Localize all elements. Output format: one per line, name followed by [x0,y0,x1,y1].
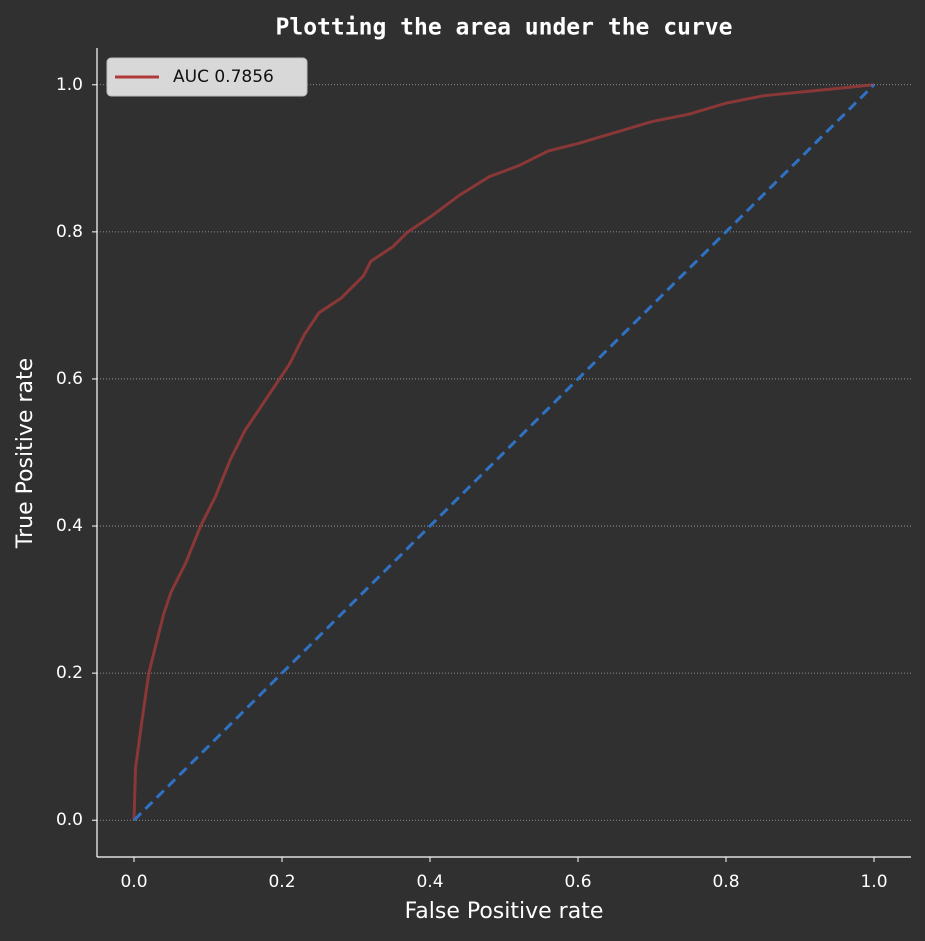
y-tick-label: 0.8 [56,222,83,242]
chart-title: Plotting the area under the curve [276,15,733,41]
x-tick-label: 0.4 [416,872,443,892]
x-tick-label: 0.0 [120,872,147,892]
legend-label: AUC 0.7856 [173,67,274,87]
x-axis-label: False Positive rate [405,899,604,924]
legend-box [106,57,308,97]
series-line [132,83,875,821]
x-tick-label: 1.0 [860,872,887,892]
y-tick-label: 0.6 [56,369,83,389]
y-tick-label: 0.2 [56,663,83,683]
x-tick-label: 0.2 [268,872,295,892]
y-tick-label: 0.4 [56,516,83,536]
series-line [132,83,876,822]
y-tick-label: 1.0 [56,75,83,95]
y-tick-label: 0.0 [56,810,83,830]
x-tick-label: 0.8 [712,872,739,892]
y-axis-label: True Positive rate [13,358,38,549]
x-tick-label: 0.6 [564,872,591,892]
